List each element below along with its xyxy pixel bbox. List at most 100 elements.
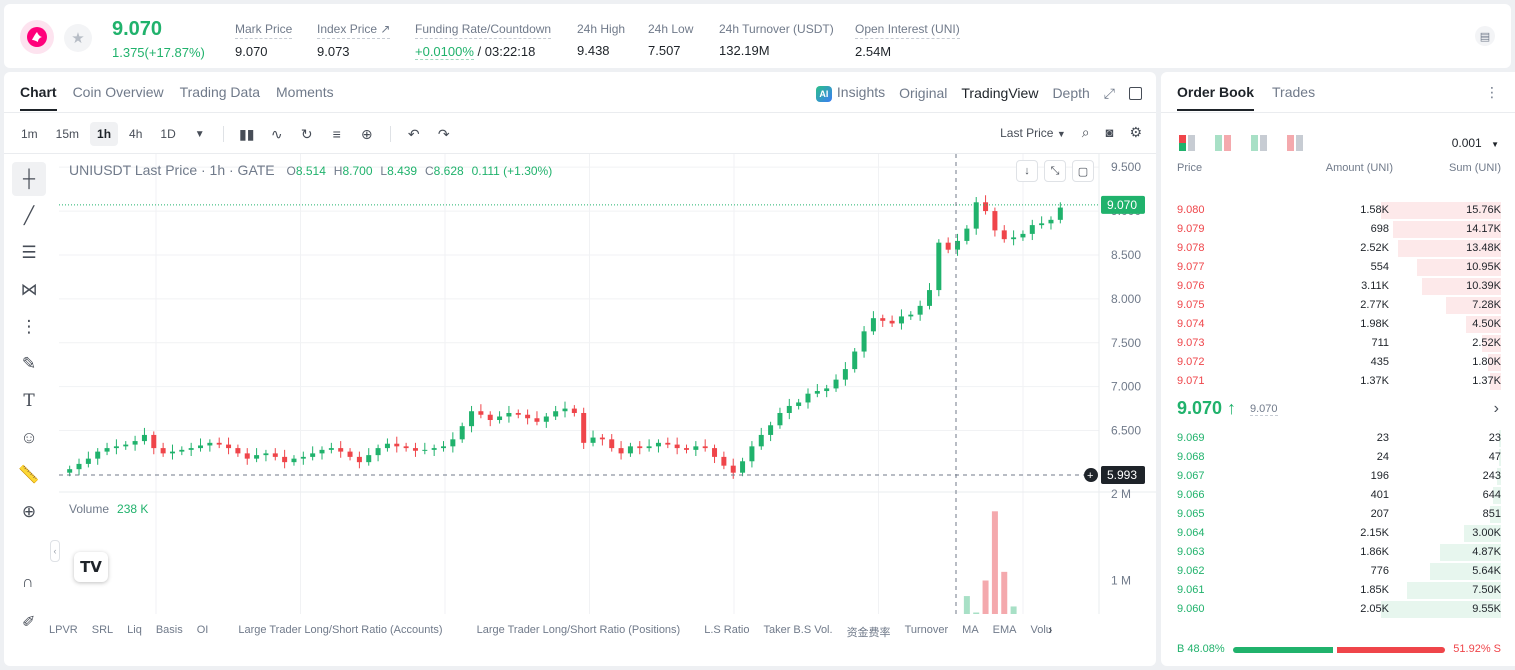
indicator-2[interactable]: Liq — [127, 624, 142, 636]
bid-row[interactable]: 9.065 207 851 — [1161, 505, 1515, 524]
bid-row[interactable]: 9.066 401 644 — [1161, 486, 1515, 505]
indicator-4[interactable]: OI — [196, 624, 209, 636]
ask-row[interactable]: 9.077 554 10.95K — [1161, 258, 1515, 277]
expand-icon[interactable]: ⤢ — [1103, 84, 1115, 101]
tab-coin-overview[interactable]: Coin Overview — [72, 84, 164, 100]
indicator-1[interactable]: SRL — [91, 624, 114, 636]
replay-icon[interactable]: ↻ — [300, 125, 313, 142]
tab-order-book[interactable]: Order Book — [1177, 84, 1255, 111]
redo-icon[interactable]: ↷ — [437, 125, 450, 142]
indicator-scroll-right-icon[interactable]: › — [1048, 622, 1053, 637]
stat-label[interactable]: Index Price ↗ — [317, 22, 391, 39]
search-icon[interactable]: ⌕ — [1081, 124, 1090, 140]
tab-trades[interactable]: Trades — [1272, 84, 1316, 100]
pattern-icon[interactable]: ⋈ — [20, 280, 38, 299]
bid-row[interactable]: 9.063 1.86K 4.87K — [1161, 543, 1515, 562]
zoom-in-icon[interactable]: ⊕ — [21, 502, 37, 521]
indicator-10[interactable]: Turnover — [904, 624, 949, 636]
bid-row[interactable]: 9.061 1.85K 7.50K — [1161, 581, 1515, 600]
bid-row[interactable]: 9.068 24 47 — [1161, 448, 1515, 467]
ruler-icon[interactable]: 📏 — [18, 465, 40, 484]
more-menu-icon[interactable]: ⋮ — [1485, 84, 1499, 100]
indicator-0[interactable]: LPVR — [49, 624, 78, 636]
precision-select[interactable]: 0.001 ▼ — [1452, 136, 1499, 150]
maximize-icon[interactable]: ▢ — [1072, 160, 1094, 182]
tab-chart[interactable]: Chart — [20, 84, 57, 111]
favorite-star-icon[interactable]: ★ — [64, 24, 92, 52]
view-depth[interactable]: Depth — [1052, 85, 1090, 101]
ask-row[interactable]: 9.072 435 1.80K — [1161, 353, 1515, 372]
indicator-13[interactable]: Volu — [1030, 624, 1052, 636]
ask-row[interactable]: 9.075 2.77K 7.28K — [1161, 296, 1515, 315]
mid-mark-price[interactable]: 9.070 — [1250, 403, 1278, 416]
price-type-select[interactable]: Last Price ▼ — [1000, 126, 1066, 140]
ask-row[interactable]: 9.074 1.98K 4.50K — [1161, 315, 1515, 334]
view-tradingview[interactable]: TradingView — [961, 85, 1039, 101]
view-original[interactable]: Original — [899, 85, 948, 101]
funding-rate-value[interactable]: +0.0100% — [415, 44, 474, 60]
brush-icon[interactable]: ✎ — [21, 354, 37, 373]
timeframe-1m[interactable]: 1m — [21, 127, 38, 141]
fullscreen-icon[interactable] — [1129, 86, 1142, 100]
ask-row[interactable]: 9.076 3.11K 10.39K — [1161, 277, 1515, 296]
indicators-icon[interactable]: ∿ — [270, 125, 283, 142]
magnet-icon[interactable]: ∩ — [22, 574, 34, 591]
bid-row[interactable]: 9.060 2.05K 9.55K — [1161, 600, 1515, 619]
stat-label[interactable]: Funding Rate/Countdown — [415, 22, 552, 39]
templates-icon[interactable]: ≡ — [332, 126, 341, 142]
indicator-8[interactable]: Taker B.S Vol. — [763, 624, 833, 636]
emoji-icon[interactable]: ☺ — [20, 428, 38, 447]
ask-row[interactable]: 9.078 2.52K 13.48K — [1161, 239, 1515, 258]
timeframe-dropdown-icon[interactable]: ▼ — [194, 128, 205, 140]
indicator-12[interactable]: EMA — [992, 624, 1017, 636]
undo-icon[interactable]: ↶ — [407, 125, 420, 142]
scroll-down-icon[interactable]: ↓ — [1016, 160, 1038, 182]
timeframe-1h[interactable]: 1h — [90, 122, 119, 146]
text-icon[interactable]: T — [23, 391, 35, 411]
candle-type-icon[interactable]: ▮▮ — [239, 125, 255, 142]
trendline-icon[interactable]: ╱ — [23, 206, 35, 225]
collapse-icon[interactable]: ⤡ — [1044, 160, 1066, 182]
ask-row[interactable]: 9.079 698 14.17K — [1161, 220, 1515, 239]
indicator-11[interactable]: MA — [962, 624, 979, 636]
add-alert-icon[interactable]: ⊕ — [360, 125, 373, 142]
bid-row[interactable]: 9.064 2.15K 3.00K — [1161, 524, 1515, 543]
depth-bar — [1490, 506, 1501, 523]
bid-row[interactable]: 9.069 23 23 — [1161, 429, 1515, 448]
crosshair-add-icon[interactable] — [1084, 468, 1098, 483]
indicator-9[interactable]: 资金费率 — [846, 627, 891, 639]
view-bids-icon[interactable] — [1251, 135, 1267, 151]
view-both-icon[interactable] — [1179, 135, 1195, 151]
chevron-right-icon[interactable]: › — [1493, 400, 1499, 417]
tradingview-logo-icon[interactable]: 𝗧𝗩 — [74, 552, 108, 582]
candle-body — [1001, 230, 1007, 240]
indicator-5[interactable]: Large Trader Long/Short Ratio (Accounts) — [238, 624, 443, 636]
camera-icon[interactable]: ◙ — [1105, 125, 1114, 140]
insights-button[interactable]: AI Insights — [815, 84, 885, 102]
stat-label[interactable]: Mark Price — [235, 22, 293, 39]
ask-row[interactable]: 9.080 1.58K 15.76K — [1161, 201, 1515, 220]
bid-row[interactable]: 9.067 196 243 — [1161, 467, 1515, 486]
timeframe-4h[interactable]: 4h — [129, 127, 143, 141]
ask-row[interactable]: 9.073 711 2.52K — [1161, 334, 1515, 353]
fib-icon[interactable]: ⋮ — [20, 317, 38, 336]
indicator-7[interactable]: L.S Ratio — [704, 624, 750, 636]
tab-trading-data[interactable]: Trading Data — [179, 84, 261, 100]
timeframe-1d[interactable]: 1D — [160, 127, 176, 141]
stat-label[interactable]: Open Interest (UNI) — [855, 22, 960, 39]
ask-row[interactable]: 9.071 1.37K 1.37K — [1161, 372, 1515, 391]
tab-moments[interactable]: Moments — [276, 84, 334, 100]
book-icon[interactable]: ▤ — [1475, 26, 1495, 46]
crosshair-icon[interactable]: ┼ — [12, 162, 46, 196]
lock-drawing-icon[interactable]: ✐ — [22, 614, 36, 631]
view-asks-icon[interactable] — [1287, 135, 1303, 151]
settings-gear-icon[interactable]: ⚙ — [1129, 124, 1142, 140]
indicator-6[interactable]: Large Trader Long/Short Ratio (Positions… — [476, 624, 681, 636]
bid-row[interactable]: 9.062 776 5.64K — [1161, 562, 1515, 581]
price-chart[interactable]: 9.5009.0008.5008.0007.5007.0006.50013141… — [59, 154, 1156, 614]
view-bids-asks-icon[interactable] — [1215, 135, 1231, 151]
indicator-3[interactable]: Basis — [155, 624, 183, 636]
timeframe-15m[interactable]: 15m — [55, 127, 80, 141]
horizontal-lines-icon[interactable]: ☰ — [21, 243, 37, 262]
collapse-toolbar-icon[interactable]: ‹ — [50, 540, 60, 562]
